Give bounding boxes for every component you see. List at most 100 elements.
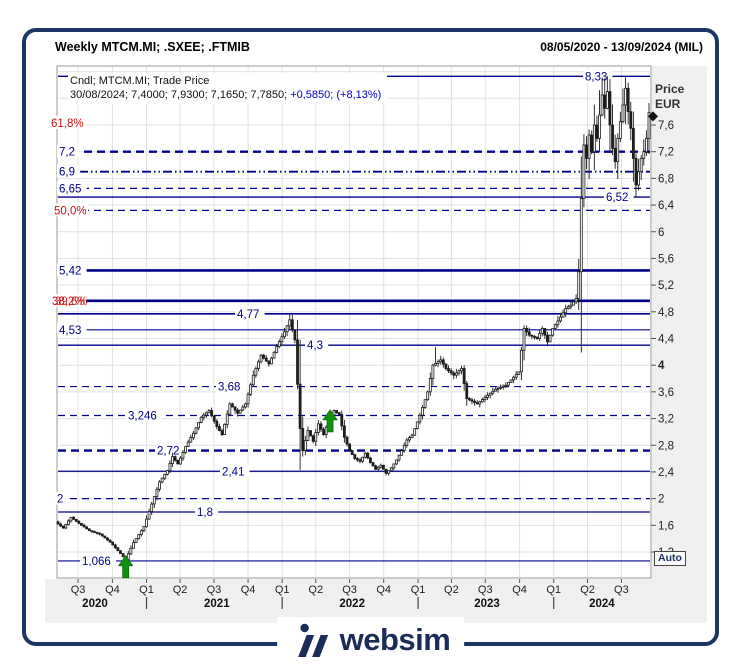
candle	[540, 326, 544, 337]
year-tick-label: 2023	[474, 598, 500, 610]
candle	[585, 136, 588, 170]
chart-legend: Cndl; MTCM.MI; Trade Price 30/08/2024; 7…	[68, 73, 388, 104]
candle	[111, 541, 115, 546]
legend-change-value: +0,5850; (+8,13%)	[290, 89, 382, 101]
level-label-5,42: 5,42	[59, 265, 81, 277]
candle	[82, 523, 86, 528]
candle	[441, 357, 445, 368]
candle	[259, 354, 263, 364]
candle	[301, 416, 305, 457]
candle	[369, 456, 372, 464]
candle	[80, 522, 83, 526]
candle	[574, 294, 578, 305]
price-tick-label: 4	[658, 360, 665, 372]
candle	[496, 386, 500, 393]
candle	[452, 370, 456, 380]
quarter-tick-label: Q4	[376, 584, 391, 596]
candle	[598, 90, 601, 153]
candlestick-series	[56, 76, 651, 561]
price-tick-label: 7,2	[658, 147, 674, 159]
candle	[626, 82, 630, 125]
candle	[392, 463, 396, 471]
candle	[434, 347, 437, 367]
candle	[374, 464, 378, 470]
candle	[228, 402, 232, 416]
legend-series-line: Cndl; MTCM.MI; Trade Price	[70, 75, 210, 87]
candle	[340, 410, 344, 431]
candle	[132, 539, 135, 549]
candle	[507, 382, 510, 386]
quarter-tick-label: Q3	[71, 584, 86, 596]
svg-text:EUR: EUR	[655, 97, 681, 111]
candle	[171, 452, 174, 468]
candle	[139, 529, 143, 537]
candle	[366, 451, 370, 460]
candle	[631, 111, 635, 182]
candle	[454, 368, 458, 379]
candle	[379, 463, 383, 469]
candle	[629, 101, 633, 141]
level-label-2: 2	[57, 494, 63, 506]
candle	[173, 455, 177, 462]
candle	[178, 455, 182, 465]
candle	[356, 457, 359, 462]
candle	[413, 428, 417, 436]
candle	[220, 428, 224, 437]
quarter-tick-label: Q4	[105, 584, 120, 596]
candle	[56, 520, 60, 525]
candle	[561, 309, 565, 318]
candle	[421, 405, 424, 420]
candle	[337, 412, 341, 415]
candle	[582, 134, 586, 208]
price-tick-label: 2,8	[658, 440, 674, 452]
candle	[592, 104, 596, 171]
candle	[415, 421, 419, 430]
quarter-tick-label: Q3	[614, 584, 629, 596]
candle	[238, 409, 242, 414]
candle	[603, 78, 607, 119]
candle	[137, 533, 141, 540]
candle	[348, 443, 351, 452]
candle	[499, 384, 502, 390]
price-tick-label: 4,8	[658, 307, 674, 319]
price-tick-label: 5,2	[658, 280, 674, 292]
candle	[69, 516, 73, 523]
candle	[353, 453, 357, 460]
candle	[644, 130, 648, 156]
candle	[397, 454, 401, 462]
candle	[236, 408, 240, 417]
level-label-38,2%: 38,2%	[52, 296, 85, 308]
candle	[551, 328, 555, 337]
candle	[462, 365, 466, 391]
candle	[605, 76, 609, 110]
candle	[548, 334, 552, 343]
quarter-tick-label: Q1	[411, 584, 426, 596]
candle	[530, 334, 534, 340]
candle	[460, 365, 463, 375]
candle	[486, 392, 489, 401]
candle	[473, 398, 476, 406]
candle	[303, 435, 307, 456]
candle	[577, 259, 581, 311]
auto-scale-button[interactable]: Auto	[654, 551, 686, 566]
price-tick-label: 2	[658, 494, 664, 506]
level-label-4,53: 4,53	[59, 325, 81, 337]
candle	[108, 539, 112, 544]
level-label-4,77: 4,77	[237, 309, 259, 321]
candle	[514, 371, 518, 381]
level-label-1,066: 1,066	[82, 556, 111, 568]
candle	[491, 387, 495, 396]
candle	[93, 530, 96, 533]
candle	[223, 423, 227, 435]
candle	[361, 456, 365, 464]
candle	[85, 526, 89, 530]
year-tick-label: 2024	[589, 598, 615, 610]
candle	[642, 139, 646, 166]
candle	[621, 88, 625, 124]
candle	[186, 439, 190, 447]
price-tick-label: 5,6	[658, 253, 674, 265]
candle	[543, 327, 547, 339]
candle	[199, 416, 203, 424]
candle	[590, 130, 594, 155]
